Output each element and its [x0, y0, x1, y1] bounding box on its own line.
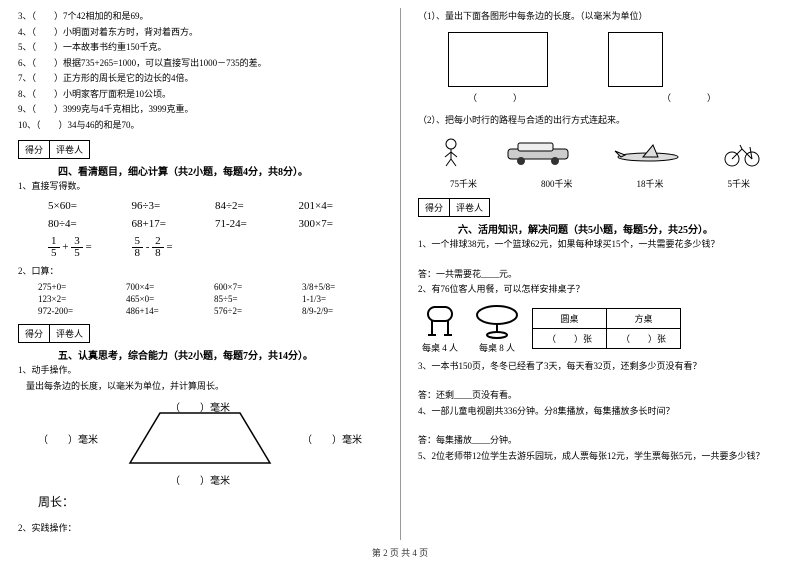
expr: 71-24= — [215, 218, 299, 230]
p1-ans: 答：一共需要花____元。 — [418, 268, 782, 282]
p1: 1、一个排球38元，一个篮球62元，如果每种球买15个，一共需要花多少钱？ — [418, 238, 782, 252]
p2: 2、有76位客人用餐，可以怎样安排桌子？ — [418, 283, 782, 297]
score-label: 得分 — [18, 140, 50, 159]
grader-label: 评卷人 — [450, 198, 490, 217]
plane-icon — [613, 143, 683, 169]
math-row-2: 80÷4= 68+17= 71-24= 300×7= — [18, 218, 382, 230]
calc-grid: 275+0= 700×4= 600×7= 3/8+5/8= 123×2= 465… — [18, 282, 382, 316]
p3-ans: 答：还剩____页没有看。 — [418, 389, 782, 403]
person-icon — [438, 137, 464, 169]
tables-figure: 每桌 4 人 每桌 8 人 圆桌 方桌 （ ）张 （ ）张 — [418, 303, 782, 354]
expr: 96÷3= — [132, 200, 216, 212]
bicycle-icon — [722, 141, 762, 169]
tf-item: 8、（ ）小明家客厅面积是10公顷。 — [18, 88, 382, 102]
sec5-q1-sub: 量出每条边的长度，以毫米为单位，并计算周长。 — [18, 380, 382, 394]
p4-ans: 答：每集播放____分钟。 — [418, 434, 782, 448]
rect-label: （ ） — [662, 91, 716, 104]
score-box-row: 得分 评卷人 — [18, 140, 382, 159]
score-label: 得分 — [18, 324, 50, 343]
th: 方桌 — [607, 308, 681, 328]
rect-row — [448, 32, 782, 87]
trap-left: （ ）毫米 — [38, 431, 98, 446]
rect-1 — [448, 32, 548, 87]
car-icon — [503, 141, 573, 169]
tf-item: 5、（ ）一本故事书约重150千克。 — [18, 41, 382, 55]
trap-top: （ ）毫米 — [170, 399, 230, 414]
rect-label: （ ） — [468, 91, 522, 104]
calc: 700×4= — [126, 282, 206, 292]
column-divider — [400, 8, 401, 540]
rect-2 — [608, 32, 663, 87]
calc: 3/8+5/8= — [302, 282, 382, 292]
section-6-title: 六、活用知识，解决问题（共5小题，每题5分，共25分）。 — [458, 221, 782, 236]
p5: 5、2位老师带12位学生去游乐园玩，成人票每张12元，学生票每张5元，一共要多少… — [418, 450, 782, 464]
q1-label: 1、直接写得数。 — [18, 180, 382, 194]
th: 圆桌 — [533, 308, 607, 328]
grader-label: 评卷人 — [50, 140, 90, 159]
transport-row — [418, 137, 782, 169]
td: （ ）张 — [533, 328, 607, 348]
p4: 4、一部儿童电视剧共336分钟。分8集播放，每集播放多长时间？ — [418, 405, 782, 419]
trapezoid-figure: （ ）毫米 （ ）毫米 （ ）毫米 （ ）毫米 — [18, 403, 382, 483]
calc: 123×2= — [38, 294, 118, 304]
trap-bottom: （ ）毫米 — [170, 472, 230, 487]
tf-list: 3、（ ）7个42相加的和是69。 4、（ ）小明面对着东方时，背对着西方。 5… — [18, 10, 382, 132]
tf-item: 6、（ ）根据735+265=1000，可以直接写出1000－735的差。 — [18, 57, 382, 71]
calc: 486+14= — [126, 306, 206, 316]
td: （ ）张 — [607, 328, 681, 348]
tf-item: 4、（ ）小明面对着东方时，背对着西方。 — [18, 26, 382, 40]
q2-label: 2、口算： — [18, 265, 382, 279]
page-footer: 第 2 页 共 4 页 — [0, 546, 800, 559]
tf-item: 3、（ ）7个42相加的和是69。 — [18, 10, 382, 24]
sec5-q1: 1、动手操作。 — [18, 364, 382, 378]
expr: 5×60= — [48, 200, 132, 212]
expr: 201×4= — [299, 200, 383, 212]
expr: 80÷4= — [48, 218, 132, 230]
dist: 5千米 — [727, 177, 750, 190]
calc: 85÷5= — [214, 294, 294, 304]
trap-right: （ ）毫米 — [302, 431, 362, 446]
perimeter-label: 周长： — [38, 493, 382, 510]
score-label: 得分 — [418, 198, 450, 217]
expr: 84÷2= — [215, 200, 299, 212]
expr: 300×7= — [299, 218, 383, 230]
tf-item: 7、（ ）正方形的周长是它的边长的4倍。 — [18, 72, 382, 86]
calc: 1-1/3= — [302, 294, 382, 304]
calc: 600×7= — [214, 282, 294, 292]
r-q2: （2）、把每小时行的路程与合适的出行方式连起来。 — [418, 114, 782, 128]
dist: 75千米 — [450, 177, 477, 190]
calc: 972-200= — [38, 306, 118, 316]
tf-item: 9、（ ）3999克与4千克相比，3999克重。 — [18, 103, 382, 117]
seats-table: 圆桌 方桌 （ ）张 （ ）张 — [532, 308, 681, 349]
calc: 576÷2= — [214, 306, 294, 316]
section-4-title: 四、看清题目，细心计算（共2小题，每题4分，共8分）。 — [58, 163, 382, 178]
section-5-title: 五、认真思考，综合能力（共2小题，每题7分，共14分）。 — [58, 347, 382, 362]
calc: 465×0= — [126, 294, 206, 304]
expr: 68+17= — [132, 218, 216, 230]
score-box-row-3: 得分 评卷人 — [418, 198, 782, 217]
tf-item: 10、（ ）34与46的和是70。 — [18, 119, 382, 133]
calc: 275+0= — [38, 282, 118, 292]
p3: 3、一本书150页，冬冬已经看了3天，每天看32页，还剩多少页没有看？ — [418, 360, 782, 374]
left-column: 3、（ ）7个42相加的和是69。 4、（ ）小明面对着东方时，背对着西方。 5… — [0, 0, 400, 540]
grader-label: 评卷人 — [50, 324, 90, 343]
dist: 800千米 — [541, 177, 573, 190]
transport-labels: 75千米 800千米 18千米 5千米 — [418, 177, 782, 190]
r-q1: （1）、量出下面各图形中每条边的长度。（以毫米为单位） — [418, 10, 782, 24]
square-table-icon: 每桌 8 人 — [472, 303, 522, 354]
score-box-row-2: 得分 评卷人 — [18, 324, 382, 343]
fraction-row: 15 + 35 = 58 - 28 = — [18, 236, 382, 259]
rect-labels: （ ） （ ） — [418, 91, 782, 104]
calc: 8/9-2/9= — [302, 306, 382, 316]
right-column: （1）、量出下面各图形中每条边的长度。（以毫米为单位） （ ） （ ） （2）、… — [400, 0, 800, 540]
math-row-1: 5×60= 96÷3= 84÷2= 201×4= — [18, 200, 382, 212]
round-table-icon: 每桌 4 人 — [418, 303, 462, 354]
sec5-q2: 2、实践操作： — [18, 522, 382, 536]
dist: 18千米 — [636, 177, 663, 190]
